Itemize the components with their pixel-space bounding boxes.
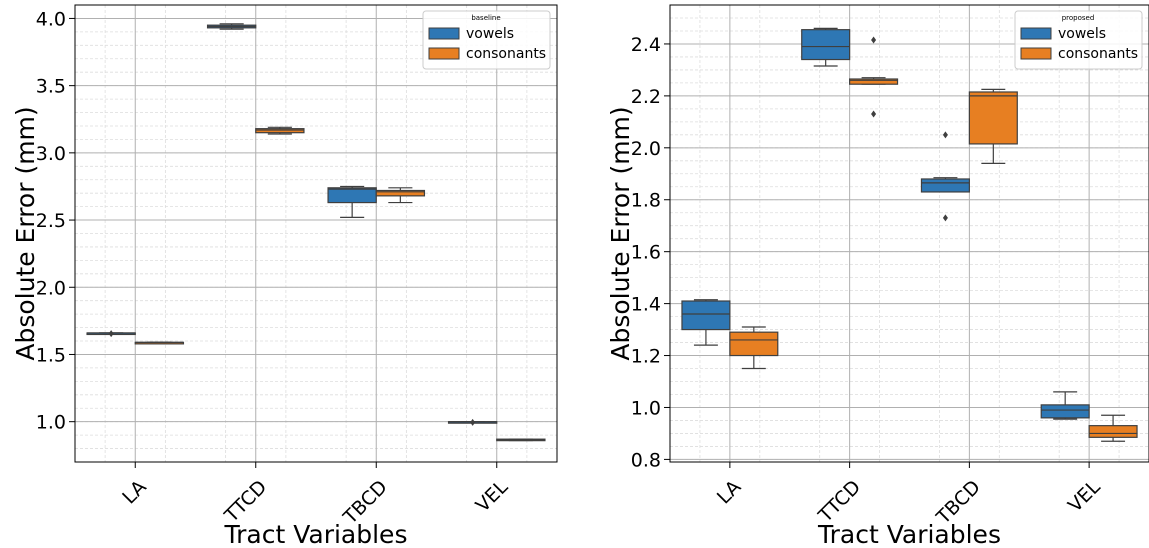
box-vowels-LA <box>681 299 731 346</box>
y-tick-label: 0.8 <box>631 449 661 471</box>
flier-point <box>470 418 476 426</box>
legend-swatch-consonants <box>428 47 460 60</box>
box-consonants-LA <box>729 326 779 370</box>
box-iqr <box>920 178 970 193</box>
box-iqr <box>968 91 1018 145</box>
y-tick-label: 1.0 <box>631 397 661 419</box>
box-vowels-TTCD <box>801 27 851 67</box>
legend-swatch-consonants <box>1020 47 1052 60</box>
box-consonants-TBCD <box>375 187 426 204</box>
x-tick-label: VEL <box>472 476 513 517</box>
flier-point <box>871 110 877 118</box>
legend-label-vowels: vowels <box>466 26 514 42</box>
x-tick-label: VEL <box>1064 476 1105 517</box>
y-tick-label: 1.5 <box>36 344 66 366</box>
flier-point <box>942 131 948 139</box>
box-iqr <box>375 189 426 197</box>
x-axis-label: Tract Variables <box>224 520 408 548</box>
y-tick-label: 1.4 <box>631 294 661 316</box>
y-tick-label: 2.0 <box>36 277 66 299</box>
legend-title: baseline <box>471 14 500 22</box>
box-consonants-VEL <box>1088 414 1138 442</box>
chart-1: 1.01.52.02.53.03.54.0LA TTCD TBCD VELAbsolu… <box>11 4 558 548</box>
x-axis-label: Tract Variables <box>817 520 1001 548</box>
flier-point <box>871 36 877 44</box>
box-iqr <box>1040 404 1090 419</box>
y-tick-label: 3.0 <box>36 143 66 165</box>
box-consonants-VEL <box>496 438 546 442</box>
y-tick-label: 2.4 <box>631 34 661 56</box>
chart-2: 0.81.01.21.41.61.82.02.22.4LA TTCD TBCD VEL… <box>606 4 1149 548</box>
box-iqr <box>801 29 851 61</box>
y-tick-label: 4.0 <box>36 8 66 30</box>
box-iqr <box>1088 425 1138 438</box>
box-vowels-TBCD <box>920 131 970 222</box>
legend-label-consonants: consonants <box>466 46 546 62</box>
legend: baseline vowels consonants <box>422 10 551 70</box>
box-vowels-LA <box>86 330 136 338</box>
box-consonants-TTCD <box>255 126 305 135</box>
box-consonants-TTCD <box>849 36 899 118</box>
box-iqr <box>849 78 899 85</box>
y-axis-label: Absolute Error (mm) <box>11 106 40 360</box>
box-vowels-VEL <box>1040 391 1090 420</box>
y-tick-label: 1.0 <box>36 412 66 434</box>
x-tick-label: LA <box>713 476 746 509</box>
y-axis-label: Absolute Error (mm) <box>606 106 635 360</box>
flier-point <box>942 214 948 222</box>
box-consonants-TBCD <box>968 88 1018 164</box>
y-tick-label: 2.5 <box>36 210 66 232</box>
flier-point <box>108 330 114 338</box>
y-tick-label: 2.2 <box>631 86 661 108</box>
legend-label-vowels: vowels <box>1058 26 1106 42</box>
box-iqr <box>729 331 779 357</box>
box-iqr <box>681 300 731 331</box>
box-iqr <box>327 187 377 204</box>
box-vowels-TBCD <box>327 185 377 218</box>
y-tick-label: 1.8 <box>631 190 661 212</box>
legend: proposed vowels consonants <box>1014 10 1143 70</box>
legend-swatch-vowels <box>428 27 460 40</box>
y-tick-label: 2.0 <box>631 138 661 160</box>
legend-swatch-vowels <box>1020 27 1052 40</box>
legend-title: proposed <box>1062 14 1095 22</box>
y-tick-label: 1.6 <box>631 242 661 264</box>
box-consonants-LA <box>134 341 185 345</box>
legend-label-consonants: consonants <box>1058 46 1138 62</box>
x-tick-label: LA <box>118 476 151 509</box>
box-vowels-TTCD <box>206 23 257 30</box>
plot-frame <box>669 4 1149 463</box>
y-tick-label: 1.2 <box>631 346 661 368</box>
box-iqr <box>255 128 305 134</box>
y-tick-label: 3.5 <box>36 76 66 98</box>
plot-frame <box>74 4 558 463</box>
box-vowels-VEL <box>447 418 498 426</box>
